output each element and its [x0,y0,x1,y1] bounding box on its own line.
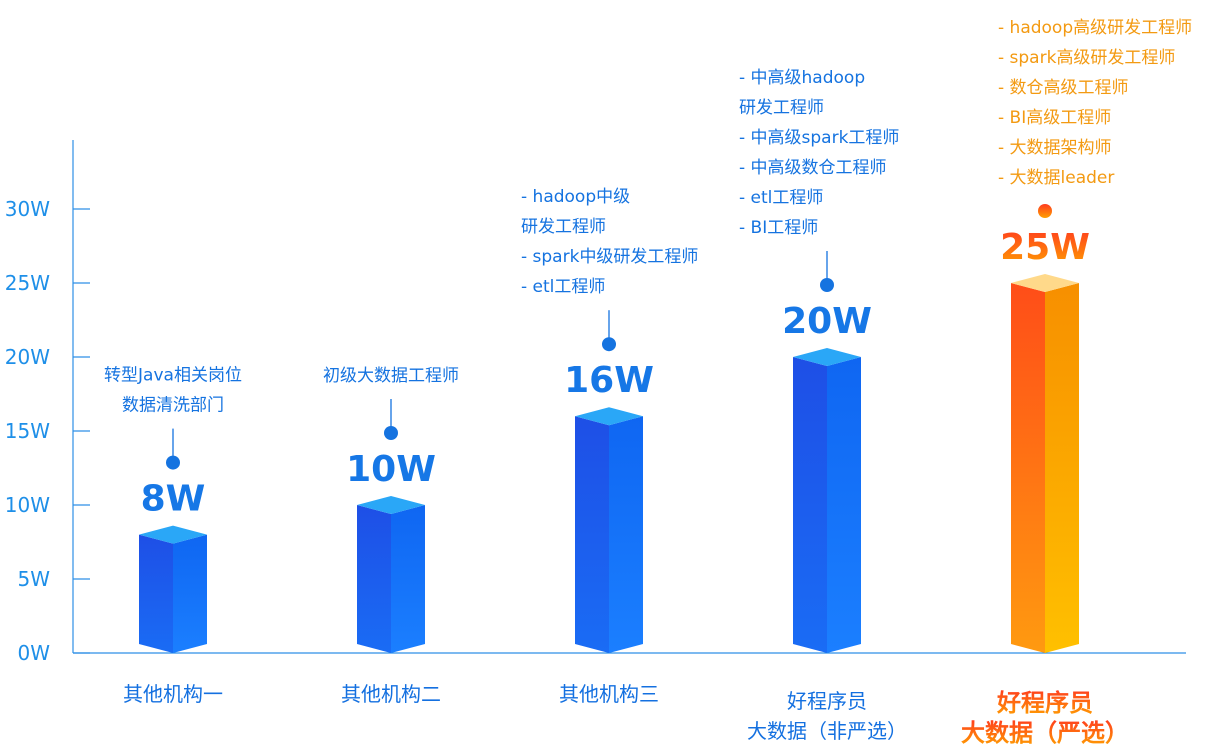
category-label: 大数据（非严选） [747,719,907,743]
category-label: 大数据（严选） [961,719,1129,747]
annotation-line: 初级大数据工程师 [323,366,459,386]
bar-side-face [173,534,207,653]
bar-4 [793,348,861,653]
bar-front-face [1011,283,1045,653]
annotation-line: - 中高级hadoop [739,68,865,88]
y-tick-label: 30W [5,197,50,221]
value-label: 16W [564,360,654,401]
annotation-line: 数据清洗部门 [122,396,224,416]
bar-1 [139,525,207,653]
bar-front-face [575,416,609,653]
annotation-line: - spark中级研发工程师 [521,247,698,267]
y-tick-label: 20W [5,345,50,369]
y-tick-label: 5W [18,567,51,591]
bar-5 [1011,274,1079,653]
category-label: 其他机构一 [123,682,223,706]
bar-top-face [793,348,861,366]
annotation-line: - etl工程师 [739,188,823,208]
bar-top-face [357,496,425,514]
y-tick-label: 10W [5,493,50,517]
annotation-dot [384,426,398,440]
annotation-line: - 大数据leader [998,168,1114,188]
bar-2 [357,496,425,653]
bar-top-face [575,407,643,426]
annotation-line: - hadoop高级研发工程师 [998,18,1192,38]
category-label: 其他机构三 [559,682,659,706]
value-label: 10W [346,449,436,490]
annotation-line: - 大数据架构师 [998,138,1112,158]
category-label: 其他机构二 [341,682,441,706]
value-label: 8W [141,479,206,520]
bar-front-face [357,505,391,653]
bar-side-face [827,357,861,653]
annotation-dot [1038,204,1052,218]
y-tick-label: 15W [5,419,50,443]
annotation-line: - 数仓高级工程师 [998,78,1129,98]
annotation-line: - spark高级研发工程师 [998,48,1175,68]
y-tick-label: 0W [18,641,51,665]
annotation-line: 研发工程师 [739,98,824,118]
bar-top-face [1011,274,1079,292]
annotation-dot [602,337,616,352]
bar-front-face [793,357,827,653]
annotation-line: - BI高级工程师 [998,108,1111,128]
bar-front-face [139,534,173,653]
bar-top-face [139,525,207,544]
bar-side-face [391,505,425,653]
category-label: 好程序员 [996,689,1093,717]
value-label: 25W [1000,227,1090,268]
annotation-line: - 中高级数仓工程师 [739,158,887,178]
bar-3 [575,407,643,653]
annotation-line: - BI工程师 [739,218,818,238]
category-label: 好程序员 [787,689,867,713]
value-label: 20W [782,301,872,342]
annotation-line: 转型Java相关岗位 [104,366,242,386]
bar-side-face [609,416,643,653]
annotation-line: - hadoop中级 [521,187,630,207]
bar-side-face [1045,283,1079,653]
annotation-dot [820,278,834,292]
annotation-dot [166,455,180,470]
annotation-line: - etl工程师 [521,277,605,297]
annotation-line: - 中高级spark工程师 [739,128,899,148]
annotation-line: 研发工程师 [521,217,606,237]
y-tick-label: 25W [5,271,50,295]
